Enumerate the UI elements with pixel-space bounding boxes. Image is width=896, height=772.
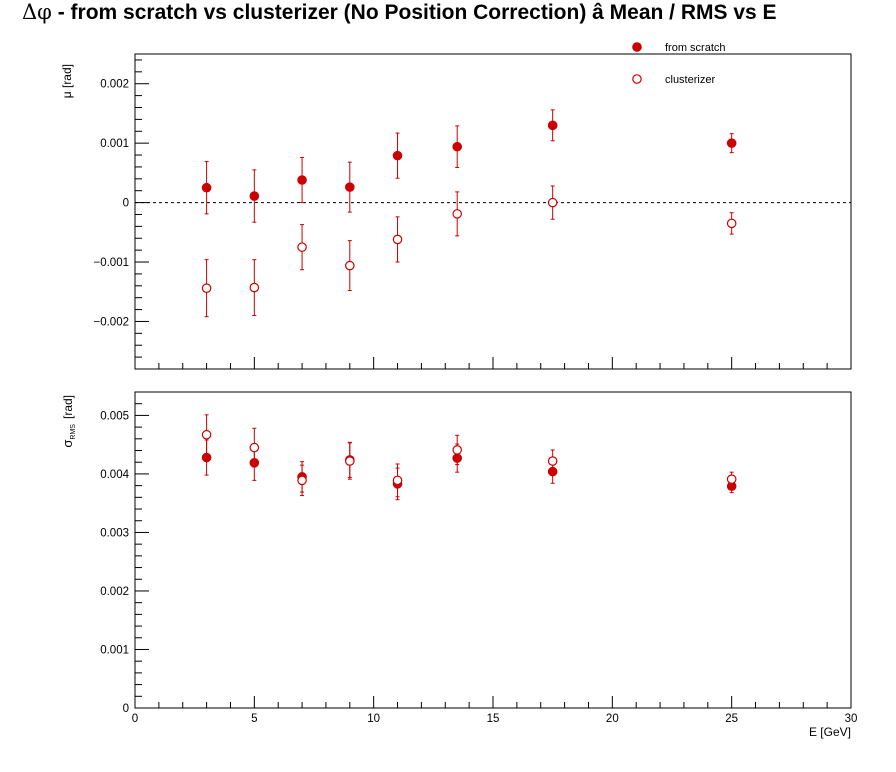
x-tick-label: 0 <box>132 713 138 725</box>
mean-y-tick-label: 0 <box>123 198 129 210</box>
mean-y-tick-label: 0.002 <box>100 79 129 91</box>
mean-scratch-point <box>344 182 355 192</box>
x-tick-label: 15 <box>487 713 500 725</box>
mean-scratch-point <box>392 150 403 161</box>
mean-panel: −0.002 −0.001 0 0.001 0.002 <box>94 53 852 370</box>
title-text: - from scratch vs clusterizer (No Positi… <box>51 1 777 24</box>
rms-y-tick-label: 0.004 <box>100 469 129 481</box>
mean-scratch-point <box>726 138 737 148</box>
rms-y-label-symbol: σ <box>60 440 75 448</box>
mean-clusterizer-point <box>547 197 558 208</box>
mean-clusterizer-point <box>249 282 260 293</box>
x-tick-label: 10 <box>367 713 380 725</box>
legend-label: from scratch <box>665 42 726 54</box>
rms-y-label-subscript: RMS <box>70 424 77 440</box>
rms-clusterizer-point <box>452 445 462 455</box>
mean-scratch-point <box>452 141 462 152</box>
rms-clusterizer-point <box>297 475 307 486</box>
mean-scratch-point <box>547 120 558 131</box>
rms-panel: 0 0.001 0.002 0.003 0.004 0.005 0 5 10 15 20 25 30 <box>100 391 858 725</box>
rms-y-tick-label: 0.001 <box>100 644 129 656</box>
x-tick-label: 25 <box>725 713 738 725</box>
chart-title: Δφ - from scratch vs clusterizer (No Pos… <box>22 0 896 30</box>
mean-scratch-point <box>297 175 307 185</box>
rms-clusterizer-point <box>201 429 212 440</box>
title-symbol: Δφ <box>22 0 52 24</box>
rms-y-tick-label: 0.005 <box>100 410 129 422</box>
legend-marker-clusterizer <box>632 74 642 84</box>
mean-clusterizer-point <box>344 260 355 271</box>
legend-marker-from-scratch <box>632 42 642 52</box>
x-tick-label: 30 <box>845 713 858 725</box>
mean-y-tick-label: −0.001 <box>94 257 130 269</box>
rms-y-tick-label: 0.002 <box>100 586 129 598</box>
mean-clusterizer-point <box>392 234 403 245</box>
mean-scratch-point <box>201 182 212 193</box>
x-axis-label: E [GeV] <box>809 725 851 739</box>
rms-clusterizer-point <box>249 442 260 453</box>
x-tick-label: 5 <box>251 713 257 725</box>
mean-panel-y-axis-label: μ [rad] <box>60 64 74 98</box>
mean-plot-frame <box>134 53 852 370</box>
mean-clusterizer-point <box>297 242 307 252</box>
mean-scratch-point <box>249 191 260 201</box>
rms-clusterizer-point <box>726 474 737 484</box>
rms-clusterizer-point <box>344 456 355 466</box>
mean-y-tick-label: −0.002 <box>94 316 130 328</box>
rms-clusterizer-point <box>392 475 403 486</box>
rms-plot-frame <box>134 391 852 709</box>
rms-clusterizer-point <box>547 456 558 466</box>
rms-y-tick-label: 0 <box>123 703 129 715</box>
legend-label: clusterizer <box>665 74 715 86</box>
mean-clusterizer-point <box>726 218 737 229</box>
mean-y-tick-label: 0.001 <box>100 138 129 150</box>
rms-y-tick-label: 0.003 <box>100 527 129 539</box>
rms-panel-y-axis-label: σRMS [rad] <box>60 395 77 448</box>
rms-y-label-unit: [rad] <box>61 395 75 419</box>
mean-clusterizer-point <box>201 283 212 293</box>
legend: from scratch clusterizer <box>632 42 726 86</box>
mean-clusterizer-point <box>452 209 462 219</box>
x-tick-label: 20 <box>606 713 619 725</box>
